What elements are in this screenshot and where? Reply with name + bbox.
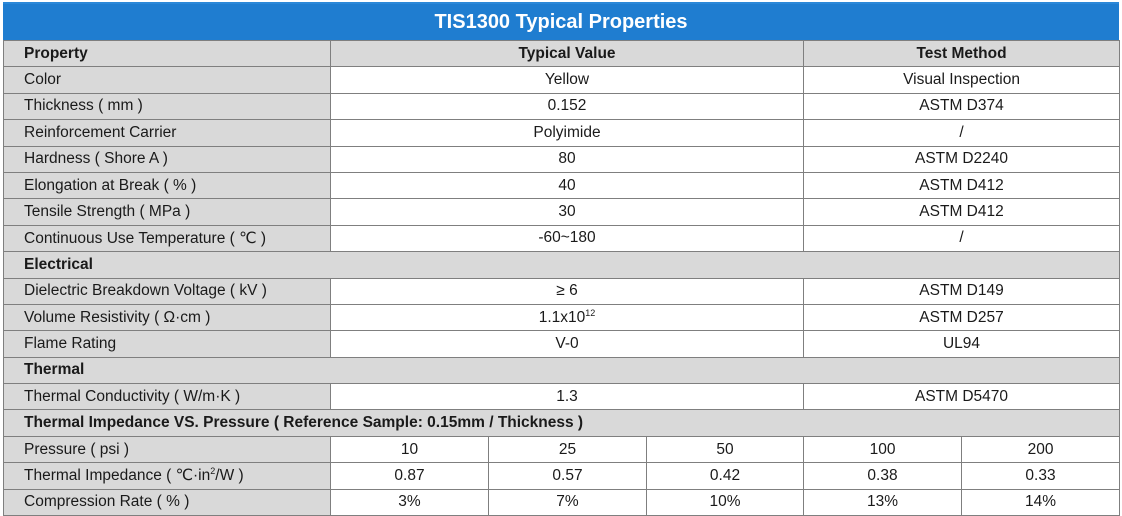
- table-row: Thermal Conductivity ( W/m·K ) 1.3 ASTM …: [3, 383, 1121, 411]
- compression-value: 14%: [961, 488, 1121, 516]
- pressure-value: 100: [803, 435, 963, 464]
- typical-value: V-0: [329, 330, 805, 358]
- impedance-value: 0.42: [645, 462, 805, 490]
- impedance-label-sup: 2: [210, 466, 216, 477]
- typical-value: ≥ 6: [329, 277, 805, 305]
- section-title: Electrical: [2, 251, 1121, 279]
- typical-value: 40: [329, 171, 805, 200]
- test-method: Visual Inspection: [803, 66, 1121, 94]
- table-row: Dielectric Breakdown Voltage ( kV ) ≥ 6 …: [3, 277, 1121, 305]
- section-title: Thermal: [2, 356, 1121, 385]
- property-label: Hardness ( Shore A ): [3, 145, 331, 173]
- table-row: Compression Rate ( % ) 3% 7% 10% 13% 14%: [3, 488, 1121, 516]
- section-title: Thermal Impedance VS. Pressure ( Referen…: [2, 409, 1121, 437]
- property-label: Tensile Strength ( MPa ): [3, 198, 331, 226]
- section-header-impedance: Thermal Impedance VS. Pressure ( Referen…: [2, 409, 1121, 437]
- table-row: Thermal Impedance ( ℃·in2/W ) 0.87 0.57 …: [3, 462, 1121, 490]
- table-row: Color Yellow Visual Inspection: [3, 66, 1121, 94]
- impedance-value: 0.87: [330, 462, 489, 490]
- impedance-label-post: /W ): [215, 467, 244, 485]
- impedance-label: Thermal Impedance ( ℃·in2/W ): [3, 462, 331, 490]
- table-row: Elongation at Break ( % ) 40 ASTM D412: [3, 171, 1121, 200]
- typical-value: -60~180: [329, 224, 805, 253]
- value-base: 1.1x10: [538, 308, 586, 326]
- property-label: Flame Rating: [3, 330, 331, 358]
- compression-value: 7%: [488, 488, 647, 516]
- pressure-value: 25: [488, 435, 647, 464]
- typical-value: 0.152: [329, 92, 805, 121]
- impedance-value: 0.57: [488, 462, 647, 490]
- impedance-value: 0.33: [961, 462, 1121, 490]
- table-row: Thickness ( mm ) 0.152 ASTM D374: [3, 92, 1121, 121]
- test-method: ASTM D257: [803, 303, 1121, 332]
- typical-value: Polyimide: [329, 119, 805, 147]
- header-test-method: Test Method: [803, 39, 1121, 68]
- table-title: TIS1300 Typical Properties: [3, 2, 1119, 40]
- property-label: Continuous Use Temperature ( ℃ ): [3, 224, 331, 253]
- pressure-value: 10: [330, 435, 489, 464]
- test-method: /: [803, 119, 1121, 147]
- typical-value: Yellow: [329, 66, 805, 94]
- table-row: Reinforcement Carrier Polyimide /: [3, 119, 1121, 147]
- typical-value: 1.3: [329, 383, 805, 411]
- property-label: Thickness ( mm ): [3, 92, 331, 121]
- compression-value: 3%: [330, 488, 489, 516]
- impedance-value: 0.38: [803, 462, 963, 490]
- table-row: Pressure ( psi ) 10 25 50 100 200: [3, 435, 1121, 464]
- table-row: Continuous Use Temperature ( ℃ ) -60~180…: [3, 224, 1121, 253]
- value-exponent: 12: [585, 307, 596, 318]
- table-row: Tensile Strength ( MPa ) 30 ASTM D412: [3, 198, 1121, 226]
- test-method: ASTM D2240: [803, 145, 1121, 173]
- header-typical-value: Typical Value: [329, 39, 805, 68]
- typical-value: 1.1x1012: [329, 303, 805, 332]
- impedance-label-pre: Thermal Impedance ( ℃·in: [24, 467, 211, 485]
- test-method: UL94: [803, 330, 1121, 358]
- section-header-thermal: Thermal: [2, 356, 1121, 385]
- section-header-electrical: Electrical: [2, 251, 1121, 279]
- property-label: Reinforcement Carrier: [3, 119, 331, 147]
- test-method: ASTM D5470: [803, 383, 1121, 411]
- test-method: ASTM D374: [803, 92, 1121, 121]
- test-method: /: [803, 224, 1121, 253]
- typical-value: 80: [329, 145, 805, 173]
- test-method: ASTM D412: [803, 198, 1121, 226]
- properties-table: Property Typical Value Test Method Color…: [2, 39, 1121, 516]
- header-row: Property Typical Value Test Method: [3, 39, 1121, 68]
- typical-value: 30: [329, 198, 805, 226]
- test-method: ASTM D412: [803, 171, 1121, 200]
- property-label: Volume Resistivity ( Ω·cm ): [3, 303, 331, 332]
- property-label: Dielectric Breakdown Voltage ( kV ): [3, 277, 331, 305]
- pressure-label: Pressure ( psi ): [3, 435, 331, 464]
- property-label: Elongation at Break ( % ): [3, 171, 331, 200]
- header-property: Property: [3, 39, 331, 68]
- compression-label: Compression Rate ( % ): [3, 488, 331, 516]
- table-row: Flame Rating V-0 UL94: [3, 330, 1121, 358]
- compression-value: 10%: [645, 488, 805, 516]
- table-row: Hardness ( Shore A ) 80 ASTM D2240: [3, 145, 1121, 173]
- property-label: Color: [3, 66, 331, 94]
- table-row: Volume Resistivity ( Ω·cm ) 1.1x1012 AST…: [3, 303, 1121, 332]
- test-method: ASTM D149: [803, 277, 1121, 305]
- pressure-value: 50: [645, 435, 805, 464]
- pressure-value: 200: [961, 435, 1121, 464]
- property-label: Thermal Conductivity ( W/m·K ): [3, 383, 331, 411]
- compression-value: 13%: [803, 488, 963, 516]
